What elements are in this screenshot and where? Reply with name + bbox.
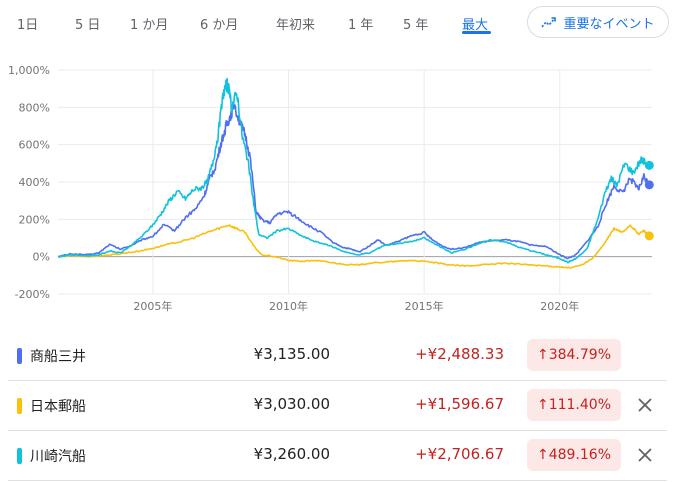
tab-5-years[interactable]: 5 年 [403,18,429,33]
y-tick-label: 200% [19,213,50,226]
remove-comparison-button[interactable] [634,444,656,466]
y-tick-label: 600% [19,139,50,152]
key-events-label: 重要なイベント [563,16,655,32]
close-icon [638,448,652,462]
series-end-dot-2 [644,231,654,241]
tab-5-days[interactable]: 5 日 [75,18,101,33]
tab-max[interactable]: 最大 [462,18,489,33]
series-swatch-3 [17,448,22,464]
stock-name: 商船三井 [30,349,86,365]
stock-price: ¥3,260.00 [253,445,330,463]
comparison-line-chart: -200% 0% 200% 400% 600% 800% 1,000% 2005年 2010年 2… [8,64,654,313]
row-divider [8,430,667,431]
table-row[interactable]: 日本郵船 ¥3,030.00 +¥1,596.67 ↑111.40% [0,381,675,430]
x-tick-label: 2005年 [133,299,172,313]
x-tick-label: 2015年 [405,299,444,313]
series-end-dot-1 [644,180,654,190]
percent-change-badge: ↑111.40% [527,389,621,421]
series-swatch-2 [17,398,22,414]
y-tick-label: 0% [33,251,50,264]
remove-comparison-button[interactable] [634,394,656,416]
close-icon [638,398,652,412]
tab-6-months[interactable]: 6 か月 [200,18,239,33]
y-tick-label: 400% [19,176,50,189]
series-line-2 [57,224,650,269]
key-events-button[interactable]: 重要なイベント [527,6,669,38]
y-tick-label: 800% [19,101,50,114]
series-end-dot-3 [644,160,654,170]
tab-ytd[interactable]: 年初来 [276,18,316,33]
tab-1-month[interactable]: 1 か月 [130,18,169,33]
tab-1-day[interactable]: 1日 [17,18,39,33]
x-tick-label: 2010年 [269,299,308,313]
stock-price: ¥3,030.00 [253,395,330,413]
stock-price: ¥3,135.00 [253,345,330,363]
x-tick-label: 2020年 [540,299,579,313]
row-divider [8,480,667,481]
y-tick-label: -200% [15,288,50,301]
stock-name: 日本郵船 [30,399,86,415]
series-swatch-1 [17,348,22,364]
series-line-1 [57,101,650,260]
y-tick-label: 1,000% [8,64,50,77]
active-tab-indicator [462,31,491,34]
price-change: +¥1,596.67 [415,395,504,413]
row-divider [8,380,667,381]
trend-icon [541,14,557,30]
table-row[interactable]: 川崎汽船 ¥3,260.00 +¥2,706.67 ↑489.16% [0,431,675,480]
series-line-3 [57,77,651,264]
table-row[interactable]: 商船三井 ¥3,135.00 +¥2,488.33 ↑384.79% [0,331,675,380]
price-change: +¥2,706.67 [415,445,504,463]
range-tabs: 1日 5 日 1 か月 6 か月 年初来 1 年 5 年 最大 重要なイベント [0,0,675,46]
tab-1-year[interactable]: 1 年 [348,18,374,33]
price-change: +¥2,488.33 [415,345,504,363]
percent-change-badge: ↑489.16% [527,439,621,471]
percent-change-badge: ↑384.79% [527,339,621,371]
stock-name: 川崎汽船 [30,449,86,465]
